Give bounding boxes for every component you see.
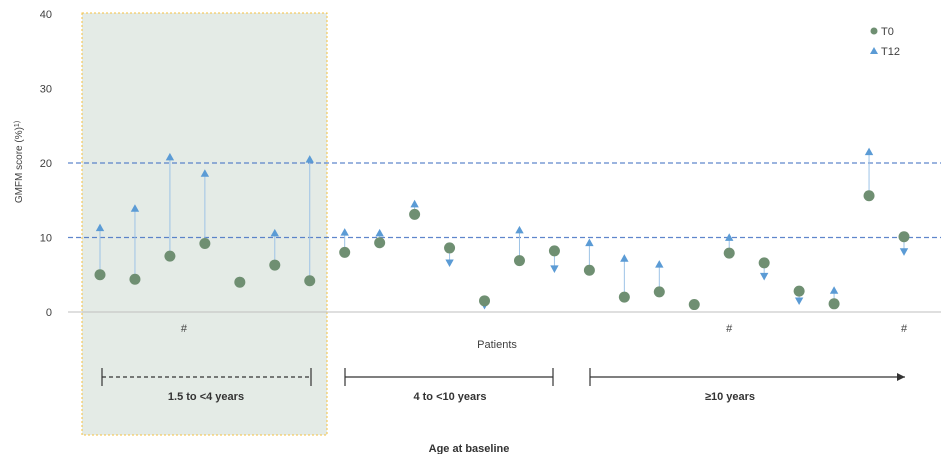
- t12-point: [95, 223, 105, 232]
- t0-point: [583, 264, 595, 276]
- legend: T0 T12: [870, 26, 900, 58]
- y-axis-label: GMFM score (%)1): [14, 121, 26, 203]
- t0-point: [304, 275, 316, 287]
- t12-point: [655, 260, 664, 268]
- age-group-label: 1.5 to <4 years: [168, 391, 244, 403]
- t12-point: [130, 204, 140, 212]
- t0-point: [374, 237, 386, 249]
- t12-point: [620, 254, 629, 262]
- t12-point: [759, 272, 769, 281]
- t0-point: [234, 276, 246, 288]
- significance-marker: #: [181, 323, 188, 335]
- significance-marker: #: [726, 323, 733, 335]
- age-group-arrowhead: [897, 373, 905, 381]
- t0-point: [793, 285, 805, 297]
- y-tick-label-0: 0: [46, 307, 52, 319]
- x-axis-label: Patients: [477, 339, 517, 351]
- t0-point: [688, 299, 700, 311]
- t12-point: [410, 199, 419, 208]
- significance-marker: #: [901, 323, 908, 335]
- age-group-label: ≥10 years: [705, 391, 755, 403]
- t12-point: [305, 155, 314, 163]
- t0-point: [723, 247, 735, 259]
- t0-point: [199, 237, 211, 249]
- t0-point: [653, 286, 665, 298]
- t0-point: [164, 250, 176, 262]
- t0-point: [409, 208, 421, 220]
- t12-point: [550, 265, 559, 273]
- t12-point: [445, 259, 454, 268]
- t12-point: [585, 238, 594, 247]
- t0-point: [444, 242, 456, 254]
- t12-point: [340, 228, 349, 236]
- t12-point: [270, 228, 279, 237]
- y-tick-label-10: 10: [40, 233, 52, 245]
- y-tick-label-30: 30: [40, 84, 52, 96]
- t12-point: [200, 169, 210, 177]
- t0-point: [94, 269, 106, 281]
- t0-point: [269, 259, 281, 271]
- legend-t12-label: T12: [881, 46, 900, 58]
- t0-point: [129, 273, 141, 285]
- age-group-label: 4 to <10 years: [413, 391, 486, 403]
- age-at-baseline-label: Age at baseline: [429, 443, 510, 454]
- t0-point: [513, 255, 525, 267]
- t0-point: [618, 291, 630, 303]
- y-tick-label-20: 20: [40, 158, 52, 170]
- y-tick-label-40: 40: [40, 9, 52, 21]
- t12-point: [794, 297, 804, 306]
- t12-point: [165, 152, 175, 161]
- legend-t0-label: T0: [881, 26, 894, 38]
- legend-t12-marker: [870, 47, 878, 54]
- t0-point: [863, 190, 875, 202]
- t12-point: [864, 147, 874, 156]
- t12-point: [899, 248, 909, 256]
- t0-point: [339, 246, 351, 258]
- legend-t0-marker: [870, 27, 878, 35]
- t0-point: [898, 231, 910, 243]
- t12-point: [375, 228, 384, 237]
- t12-point: [515, 225, 524, 234]
- t0-point: [758, 257, 770, 269]
- t0-point: [828, 298, 840, 310]
- t0-point: [548, 245, 560, 257]
- t0-point: [479, 295, 491, 307]
- t12-point: [725, 233, 734, 241]
- t12-point: [829, 286, 839, 294]
